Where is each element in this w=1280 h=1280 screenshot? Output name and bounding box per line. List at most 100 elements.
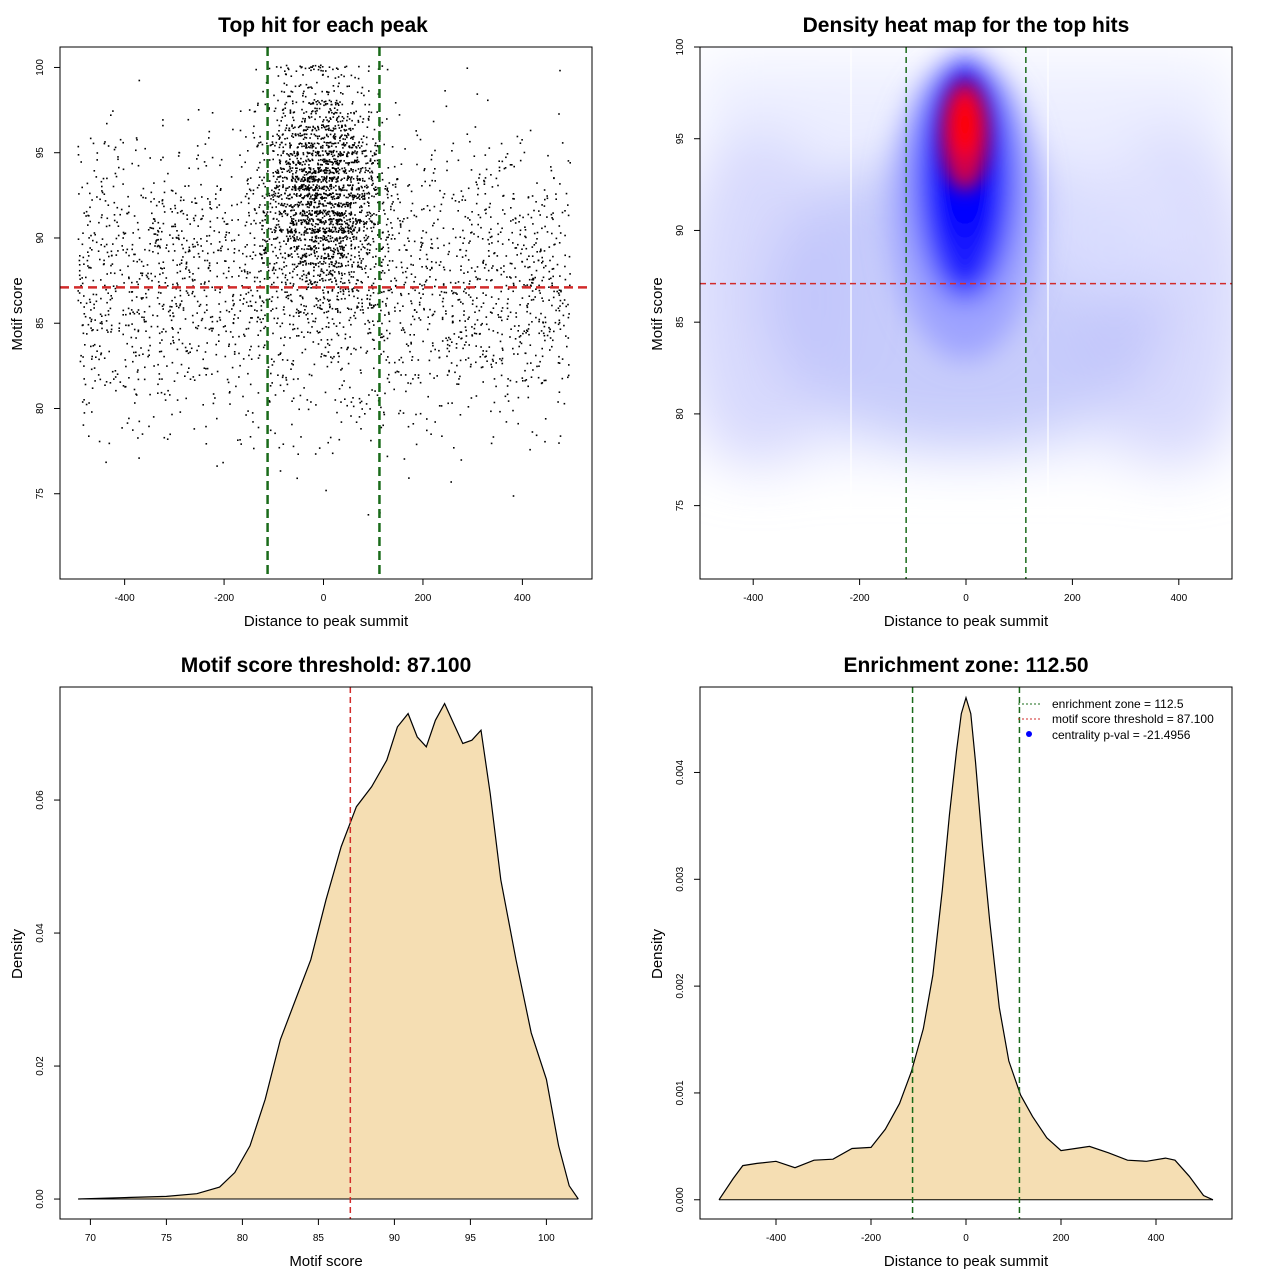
scatter-point xyxy=(197,345,200,347)
scatter-point xyxy=(138,420,141,423)
scatter-point xyxy=(293,223,296,226)
scatter-point xyxy=(391,146,394,148)
scatter-point xyxy=(124,385,127,388)
scatter-point xyxy=(328,246,330,248)
scatter-point xyxy=(515,316,518,318)
scatter-point xyxy=(318,187,321,190)
scatter-point xyxy=(361,86,364,89)
scatter-point xyxy=(355,223,357,225)
scatter-point xyxy=(301,145,303,148)
scatter-point xyxy=(509,262,512,265)
scatter-point xyxy=(306,151,309,154)
scatter-point xyxy=(411,359,413,361)
scatter-point xyxy=(145,292,147,295)
scatter-point xyxy=(531,255,534,257)
scatter-point xyxy=(323,231,326,234)
scatter-point xyxy=(292,186,294,188)
scatter-point xyxy=(395,279,398,282)
scatter-point xyxy=(508,238,510,241)
scatter-point xyxy=(336,116,339,119)
scatter-point xyxy=(119,269,122,271)
scatter-point xyxy=(323,222,326,224)
scatter-point xyxy=(530,362,532,364)
scatter-point xyxy=(361,121,364,123)
scatter-point xyxy=(321,176,323,178)
scatter-point xyxy=(186,214,188,216)
scatter-point xyxy=(186,218,189,220)
scatter-point xyxy=(366,162,369,164)
scatter-point xyxy=(387,218,389,220)
scatter-point xyxy=(80,354,82,357)
scatter-point xyxy=(374,304,377,306)
scatter-point xyxy=(434,421,436,423)
scatter-point xyxy=(219,319,222,321)
scatter-point xyxy=(163,205,165,208)
scatter-point xyxy=(108,255,110,258)
scatter-point xyxy=(80,284,82,287)
scatter-point xyxy=(350,188,353,191)
scatter-point xyxy=(204,351,207,353)
scatter-point xyxy=(352,230,354,232)
scatter-point xyxy=(313,201,316,204)
scatter-point xyxy=(340,189,343,192)
scatter-point xyxy=(319,202,321,205)
scatter-point xyxy=(314,255,316,257)
scatter-point xyxy=(531,431,534,433)
scatter-point xyxy=(541,382,544,384)
scatter-point xyxy=(348,294,350,297)
scatter-point xyxy=(333,176,336,178)
scatter-point xyxy=(400,292,402,295)
scatter-point xyxy=(365,222,367,225)
scatter-point xyxy=(544,440,546,443)
scatter-point xyxy=(298,315,300,317)
scatter-point xyxy=(383,339,386,342)
scatter-point xyxy=(219,291,221,294)
scatter-point xyxy=(301,213,304,215)
scatter-point xyxy=(368,193,371,195)
scatter-point xyxy=(94,319,96,321)
scatter-point xyxy=(284,138,286,140)
scatter-point xyxy=(338,388,341,390)
scatter-point xyxy=(163,436,166,439)
scatter-point xyxy=(337,153,340,155)
scatter-point xyxy=(332,162,334,164)
scatter-point xyxy=(240,201,243,204)
scatter-point xyxy=(433,222,435,224)
scatter-point xyxy=(329,171,331,174)
scatter-point xyxy=(445,313,447,315)
scatter-point xyxy=(310,175,312,178)
scatter-point xyxy=(105,225,108,228)
scatter-point xyxy=(308,373,311,376)
scatter-point xyxy=(274,432,276,435)
scatter-point xyxy=(303,305,305,307)
scatter-point xyxy=(333,355,335,358)
scatter-point xyxy=(353,196,355,199)
scatter-point xyxy=(326,119,328,121)
scatter-point xyxy=(455,343,458,345)
scatter-point xyxy=(199,303,202,306)
scatter-point xyxy=(133,388,136,391)
scatter-point xyxy=(188,249,191,251)
scatter-point xyxy=(451,305,454,307)
scatter-point xyxy=(345,256,348,258)
scatter-point xyxy=(514,217,517,219)
scatter-point xyxy=(221,217,224,220)
scatter-point xyxy=(309,220,311,222)
scatter-point xyxy=(315,186,317,188)
scatter-point xyxy=(513,353,515,355)
scatter-point xyxy=(422,293,424,295)
scatter-point xyxy=(172,243,175,246)
scatter-point xyxy=(304,129,307,131)
scatter-point xyxy=(294,204,297,206)
scatter-point xyxy=(432,224,434,227)
scatter-point xyxy=(296,167,298,170)
scatter-point xyxy=(416,134,419,137)
scatter-point xyxy=(281,268,283,271)
scatter-point xyxy=(270,358,273,360)
scatter-point xyxy=(548,299,550,301)
scatter-point xyxy=(368,111,370,113)
scatter-point xyxy=(320,187,323,190)
scatter-point xyxy=(158,378,161,380)
scatter-point xyxy=(489,202,491,205)
scatter-point xyxy=(318,178,320,180)
